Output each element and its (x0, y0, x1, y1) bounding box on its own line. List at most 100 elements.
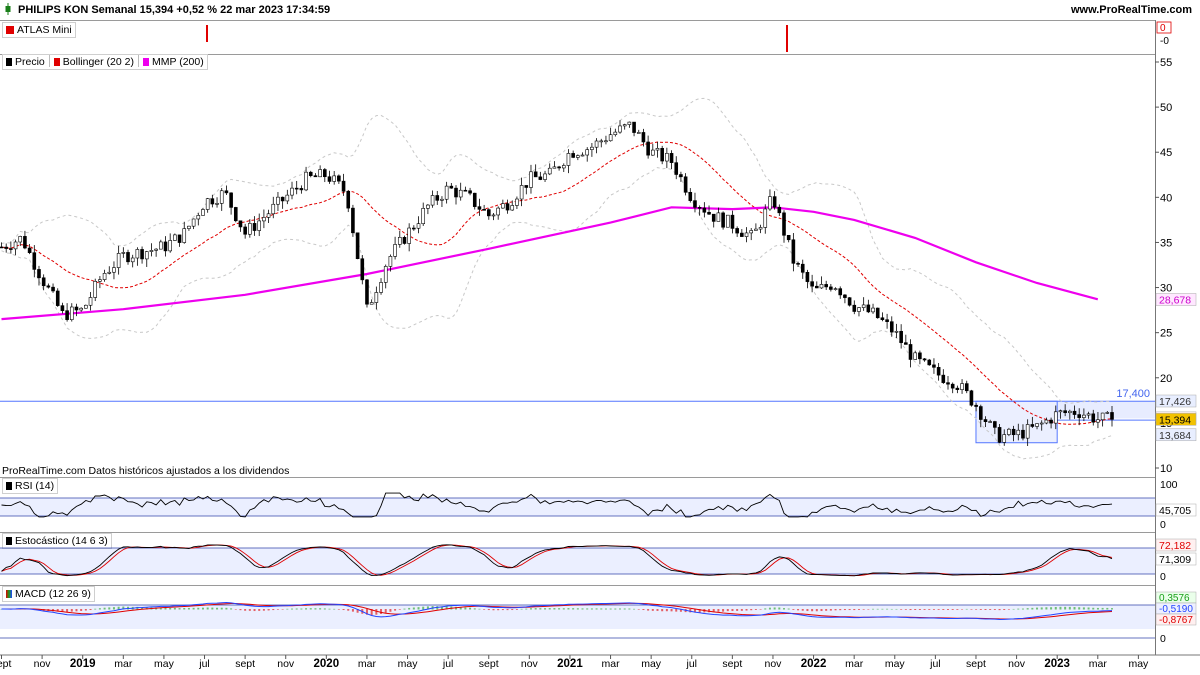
candle-body (908, 344, 913, 360)
candle-body (735, 228, 739, 234)
candle-body (796, 263, 800, 265)
price-axis-tick-label: 20 (1160, 373, 1172, 385)
candle-body (41, 277, 46, 287)
candle-body (126, 252, 130, 263)
rsi-value-label: 45,705 (1159, 505, 1191, 517)
candle-body (257, 220, 262, 231)
candle-body (964, 383, 969, 392)
macd-histogram-bar (853, 609, 856, 611)
macd-histogram-bar (820, 609, 823, 612)
candle-body (608, 134, 613, 142)
range-box-extension (1057, 401, 1155, 419)
macd-histogram-bar (914, 609, 917, 610)
candle-body (1096, 419, 1100, 423)
macd-histogram-bar (773, 607, 776, 610)
macd-histogram-bar (412, 607, 415, 610)
candle-body (18, 236, 23, 243)
macd-histogram-bar (291, 608, 294, 610)
candle-body (829, 286, 833, 290)
candle-body (997, 427, 1002, 443)
macd-signal-label: -0,8767 (1159, 615, 1193, 626)
atlas-legend[interactable]: ATLAS Mini (2, 22, 76, 38)
macd-histogram-bar (993, 609, 996, 610)
candle-body (627, 121, 632, 125)
stoch-legend[interactable]: Estocástico (14 6 3) (2, 533, 112, 549)
macd-histogram-bar (1101, 607, 1104, 610)
macd-histogram-bar (829, 609, 832, 611)
time-axis-label: jul (685, 658, 697, 670)
candle-body (337, 175, 341, 182)
candle-body (866, 304, 871, 313)
candle-body (215, 203, 219, 205)
macd-histogram-bar (562, 608, 565, 610)
macd-histogram-bar (319, 608, 322, 610)
candle-body (135, 249, 140, 259)
macd-histogram-bar (80, 609, 83, 611)
candle-body (88, 297, 93, 306)
macd-histogram-bar (932, 609, 935, 610)
time-axis-label: nov (764, 658, 782, 670)
macd-histogram-bar (403, 608, 406, 610)
stoch-signal-box (1155, 538, 1197, 552)
macd-histogram-bar (623, 608, 626, 610)
macd-histogram-bar (206, 607, 209, 610)
candle-body (294, 187, 299, 190)
time-axis-label: may (885, 658, 906, 670)
macd-histogram-bar (211, 607, 214, 610)
macd-histogram-bar (1059, 606, 1062, 610)
macd-histogram-bar (239, 609, 242, 611)
candle-body (646, 141, 650, 156)
macd-histogram-bar (253, 609, 256, 612)
atlas-axis-label: 0 (1160, 23, 1166, 34)
candle-body (98, 279, 102, 282)
macd-histogram-bar (534, 608, 537, 610)
macd-histogram-bar (216, 607, 219, 610)
candle-body (27, 247, 32, 253)
macd-histogram-bar (108, 607, 111, 610)
price-legend[interactable]: Precio Bollinger (20 2) MMP (200) (2, 54, 208, 70)
bollinger-lower-band (1, 166, 1113, 460)
candle-body (463, 189, 468, 192)
macd-value-label: -0,5190 (1159, 604, 1193, 615)
candle-body (144, 251, 149, 260)
macd-histogram-bar (66, 609, 69, 612)
candle-body (149, 250, 154, 252)
candle-body (660, 148, 664, 162)
macd-histogram-bar (483, 609, 486, 610)
macd-histogram-bar (590, 608, 593, 610)
legend-swatch-bollinger (53, 58, 60, 66)
rsi-legend[interactable]: RSI (14) (2, 478, 59, 494)
legend-precio: Precio (15, 56, 45, 68)
candle-body (543, 173, 547, 180)
bollinger-middle-band (1, 141, 1113, 425)
candle-body (229, 192, 233, 208)
macd-histogram-bar (745, 609, 748, 611)
macd-histogram-bar (197, 607, 200, 610)
candle-body (922, 358, 927, 361)
macd-histogram-bar (970, 609, 973, 610)
candle-body (313, 175, 318, 178)
macd-histogram-bar (380, 609, 383, 614)
macd-legend[interactable]: MACD (12 26 9) (2, 586, 95, 602)
macd-histogram-bar (811, 609, 814, 612)
macd-histogram-bar (520, 608, 523, 610)
candle-body (655, 148, 660, 151)
price-axis-tick-label: 35 (1160, 237, 1172, 249)
candle-body (632, 121, 636, 133)
macd-histogram-bar (548, 608, 551, 610)
price-tag-box (1155, 394, 1197, 408)
level-line-label: 17,400 (1116, 388, 1150, 400)
macd-histogram-bar (469, 607, 472, 610)
macd-histogram-bar (384, 609, 387, 613)
macd-histogram-bar (398, 609, 401, 610)
candle-body (576, 155, 580, 158)
price-axis-tick-label: 10 (1160, 463, 1172, 475)
macd-histogram-bar (1021, 608, 1024, 610)
candle-body (130, 257, 135, 263)
brand-link[interactable]: www.ProRealTime.com (1070, 4, 1192, 16)
stoch-value-box (1155, 552, 1197, 566)
macd-histogram-bar (1092, 607, 1095, 610)
macd-histogram-bar (670, 609, 673, 612)
candle-body (74, 306, 79, 311)
